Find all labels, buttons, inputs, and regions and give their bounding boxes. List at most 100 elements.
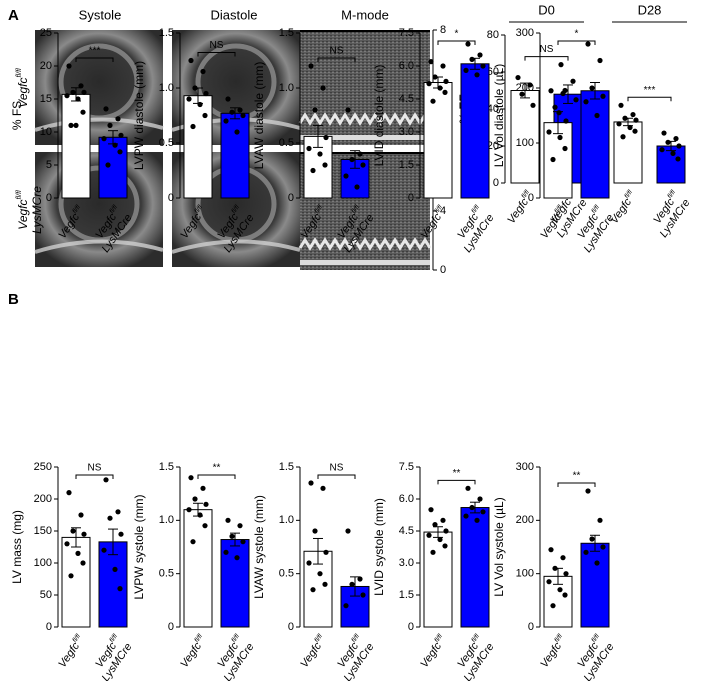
category-label: Vegfcfl/fl: [298, 633, 329, 670]
y-tick-label: 80: [487, 29, 499, 41]
group-label: D0: [538, 2, 555, 17]
data-point: [557, 134, 563, 141]
data-point: [360, 592, 366, 598]
y-tick-label: 250: [34, 461, 52, 473]
data-point: [622, 115, 628, 121]
data-point: [570, 78, 576, 84]
data-point: [306, 560, 312, 566]
data-point: [357, 576, 363, 582]
label-sup: fl/fl: [591, 204, 602, 215]
data-point: [437, 85, 443, 91]
data-point: [557, 587, 563, 593]
data-point: [229, 109, 235, 115]
data-point: [594, 560, 600, 566]
y-tick-label: 0: [168, 621, 174, 633]
data-point: [200, 485, 206, 491]
image-column-label: Systole: [79, 7, 122, 22]
data-point: [477, 52, 483, 58]
significance-label: *: [455, 29, 459, 40]
mmode-tick-label: 4: [440, 205, 446, 217]
data-point: [477, 496, 483, 502]
data-point: [548, 88, 554, 94]
error-bar: [470, 501, 480, 514]
data-point: [600, 93, 606, 99]
data-point: [465, 485, 471, 491]
significance-bracket: [197, 474, 236, 479]
data-point: [474, 517, 480, 523]
mmode-tick-label: 0: [440, 264, 446, 276]
data-point: [225, 96, 231, 102]
data-point: [474, 72, 480, 78]
category-label: Vegfcfl/flLysMCre: [210, 633, 256, 681]
data-point: [440, 517, 446, 523]
data-point: [552, 104, 558, 110]
data-point: [229, 533, 235, 539]
data-point: [73, 122, 79, 128]
mmode-tick-label: 8: [440, 24, 446, 36]
y-tick-label: 150: [34, 525, 52, 537]
data-point: [75, 96, 81, 102]
y-tick-label: 200: [34, 493, 52, 505]
label-sup: fl/fl: [194, 204, 205, 215]
data-point: [240, 112, 246, 119]
data-point: [597, 517, 603, 523]
data-point: [440, 63, 446, 69]
significance-label: **: [213, 463, 221, 474]
data-point: [673, 136, 679, 142]
data-point: [320, 85, 326, 91]
data-point: [107, 122, 113, 128]
data-point: [192, 85, 198, 91]
y-axis-label: LV Vol systole (µL): [492, 497, 506, 596]
data-point: [112, 142, 118, 148]
data-point: [192, 496, 198, 502]
data-point: [188, 475, 194, 481]
data-point: [202, 112, 208, 119]
y-tick-label: 0: [46, 621, 52, 633]
y-tick-label: 7.5: [399, 461, 414, 473]
data-point: [546, 129, 552, 135]
label-name: Vegfc: [56, 640, 82, 670]
y-tick-label: 100: [516, 568, 534, 580]
data-point: [632, 128, 638, 134]
data-point: [322, 581, 328, 587]
data-point: [670, 150, 676, 156]
category-label: Vegfcfl/flLysMCre: [450, 204, 496, 255]
data-point: [68, 122, 74, 128]
data-point: [112, 566, 118, 573]
y-tick-label: 300: [516, 461, 534, 473]
category-label: Vegfcfl/flLysMCre: [646, 189, 692, 240]
category-label: Vegfcfl/flLysMCre: [450, 633, 496, 681]
y-tick-label: 0: [288, 192, 294, 204]
y-tick-label: 0: [408, 192, 414, 204]
data-point: [234, 555, 240, 561]
y-tick-label: 4.5: [399, 525, 414, 537]
data-point: [190, 539, 196, 545]
data-point: [188, 57, 194, 64]
data-point: [186, 507, 192, 513]
label-sup: fl/fl: [109, 633, 120, 644]
data-point: [101, 547, 107, 553]
label-name: Vegfc: [16, 199, 30, 229]
data-point: [560, 90, 566, 97]
label-sup: fl/fl: [624, 189, 635, 200]
data-point: [360, 162, 366, 168]
data-point: [469, 56, 475, 63]
y-axis-label: LVAW systole (mm): [252, 495, 266, 599]
label-sup: fl/fl: [194, 633, 205, 644]
y-tick-label: 200: [516, 82, 534, 94]
data-point: [357, 151, 363, 157]
y-tick-label: 6.0: [399, 493, 414, 505]
data-point: [515, 74, 521, 81]
data-point: [563, 571, 569, 577]
label-name: Vegfc: [538, 640, 564, 670]
data-point: [322, 162, 328, 168]
y-tick-label: 1.5: [399, 589, 414, 601]
y-tick-label: 20: [40, 60, 52, 72]
label-sup: fl/fl: [351, 633, 362, 644]
y-tick-label: 6.0: [399, 60, 414, 72]
data-point: [432, 74, 438, 80]
label-sup: fl/fl: [554, 633, 565, 644]
bar: [613, 121, 643, 184]
significance-bracket: [197, 52, 236, 57]
